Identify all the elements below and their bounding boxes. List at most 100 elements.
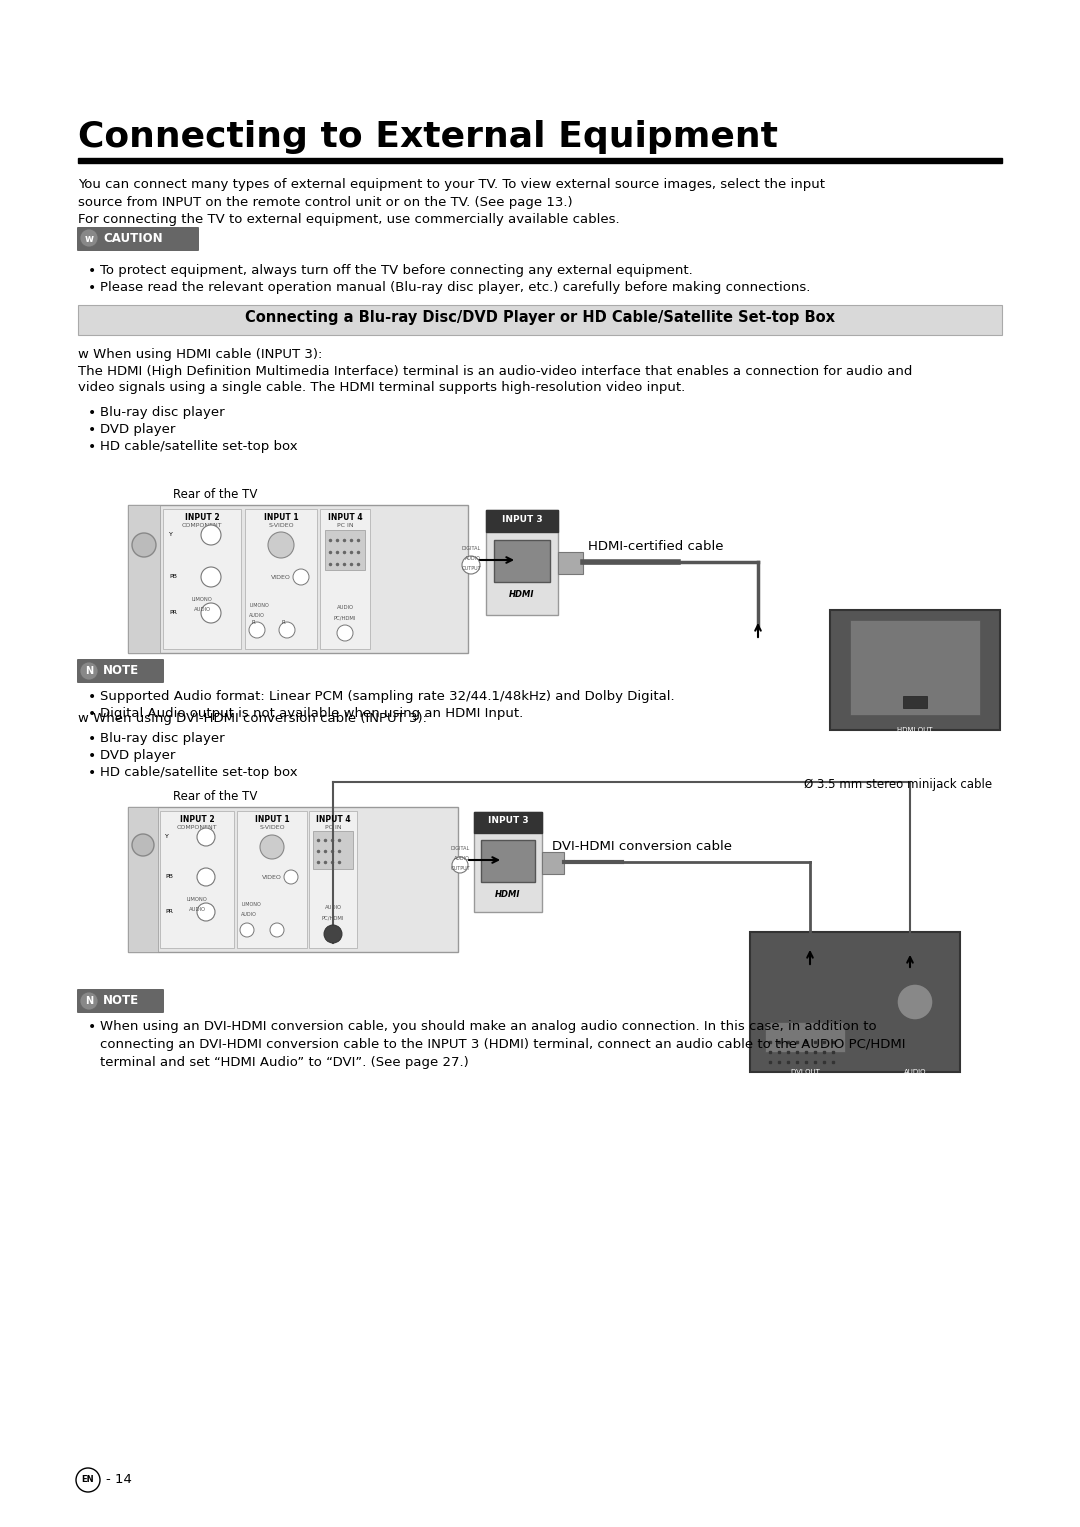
Bar [831,609,1000,730]
Bar [850,620,980,715]
Bar [494,541,550,582]
Circle shape [197,867,215,886]
Text: Rear of the TV: Rear of the TV [173,789,257,803]
Circle shape [132,834,154,857]
Text: - 14: - 14 [106,1474,132,1486]
Text: COMPONENT: COMPONENT [177,825,217,831]
Text: PC/HDMI: PC/HDMI [334,615,356,620]
Text: The HDMI (High Definition Multimedia Interface) terminal is an audio-video inter: The HDMI (High Definition Multimedia Int… [78,365,913,379]
Text: R: R [251,620,255,625]
Text: HDMI: HDMI [496,890,521,899]
Text: w When using DVI-HDMI conversion cable (INPUT 3):: w When using DVI-HDMI conversion cable (… [78,712,427,725]
Text: PC IN: PC IN [325,825,341,831]
Text: To protect equipment, always turn off the TV before connecting any external equi: To protect equipment, always turn off th… [100,264,692,276]
Text: •: • [87,281,96,295]
Circle shape [80,993,98,1009]
Text: LIMONO: LIMONO [187,896,207,902]
Text: AUDIO: AUDIO [193,608,211,612]
Text: LIMONO: LIMONO [241,902,260,907]
Text: AUDIO: AUDIO [249,612,265,618]
Text: HD cable/satellite set-top box: HD cable/satellite set-top box [100,440,298,454]
Text: OUTPUT: OUTPUT [450,866,470,870]
Bar [160,811,234,948]
Text: Y: Y [165,834,168,838]
Text: VIDEO: VIDEO [271,576,291,580]
Bar [481,840,535,883]
FancyBboxPatch shape [77,660,164,683]
Circle shape [324,925,342,944]
Text: DVI-HDMI conversion cable: DVI-HDMI conversion cable [552,840,732,854]
Text: Supported Audio format: Linear PCM (sampling rate 32/44.1/48kHz) and Dolby Digit: Supported Audio format: Linear PCM (samp… [100,690,675,702]
Bar [237,811,307,948]
Circle shape [249,621,265,638]
Text: AUDIO: AUDIO [904,1069,927,1075]
Bar [78,157,1002,163]
Text: w When using HDMI cable (INPUT 3):: w When using HDMI cable (INPUT 3): [78,348,322,360]
Bar [486,510,558,615]
Text: DVI OUT: DVI OUT [791,1069,820,1075]
Text: Y: Y [168,531,173,538]
Bar [129,505,160,654]
Text: AUDIO: AUDIO [324,906,341,910]
Bar [325,530,365,570]
Bar [78,305,1002,334]
Circle shape [462,556,480,574]
Text: You can connect many types of external equipment to your TV. To view external so: You can connect many types of external e… [78,179,825,191]
Text: PB: PB [165,873,173,880]
Text: •: • [87,707,96,721]
Circle shape [260,835,284,860]
Text: DVD player: DVD player [100,750,175,762]
Bar [245,508,318,649]
Bar [542,852,564,873]
Bar [474,812,542,834]
Bar [486,510,558,531]
Bar [750,931,960,1072]
Bar [320,508,370,649]
Circle shape [268,531,294,557]
Circle shape [197,902,215,921]
Text: •: • [87,690,96,704]
Text: Digital Audio output is not available when using an HDMI Input.: Digital Audio output is not available wh… [100,707,523,721]
Text: EN: EN [82,1475,94,1484]
Text: INPUT 2: INPUT 2 [185,513,219,522]
Text: INPUT 4: INPUT 4 [315,815,350,825]
Text: PB: PB [168,574,177,579]
Bar [765,1022,845,1052]
Text: AUDIO: AUDIO [241,912,257,918]
Bar [163,508,241,649]
Circle shape [293,570,309,585]
Text: PC/HDMI: PC/HDMI [322,915,345,919]
Text: INPUT 4: INPUT 4 [327,513,362,522]
Text: Please read the relevant operation manual (Blu-ray disc player, etc.) carefully : Please read the relevant operation manua… [100,281,810,295]
Text: AUDIO: AUDIO [189,907,205,912]
Text: •: • [87,750,96,764]
Circle shape [279,621,295,638]
Text: AUDIO: AUDIO [465,556,481,560]
Text: N: N [85,996,93,1006]
Text: Blu-ray disc player: Blu-ray disc player [100,731,225,745]
Text: Rear of the TV: Rear of the TV [173,489,257,501]
FancyBboxPatch shape [77,228,199,250]
Text: HDMI OUT: HDMI OUT [897,727,933,733]
Text: •: • [87,440,96,454]
Circle shape [453,857,468,873]
Text: For connecting the TV to external equipment, use commercially available cables.: For connecting the TV to external equipm… [78,212,620,226]
Text: Connecting to External Equipment: Connecting to External Equipment [78,121,778,154]
Text: N: N [85,666,93,676]
Text: VIDEO: VIDEO [262,875,282,880]
Text: •: • [87,767,96,780]
Text: Connecting a Blu-ray Disc/DVD Player or HD Cable/Satellite Set-top Box: Connecting a Blu-ray Disc/DVD Player or … [245,310,835,325]
Circle shape [270,922,284,938]
Bar [474,812,542,912]
Text: NOTE: NOTE [103,994,139,1006]
Text: AUDIO: AUDIO [454,857,470,861]
Text: •: • [87,406,96,420]
Text: PR: PR [168,609,177,615]
Text: AUDIO: AUDIO [337,605,353,609]
Circle shape [80,229,98,247]
Circle shape [284,870,298,884]
Text: OUTPUT: OUTPUT [461,567,481,571]
Bar [313,831,353,869]
Text: •: • [87,731,96,747]
Text: R: R [281,620,285,625]
